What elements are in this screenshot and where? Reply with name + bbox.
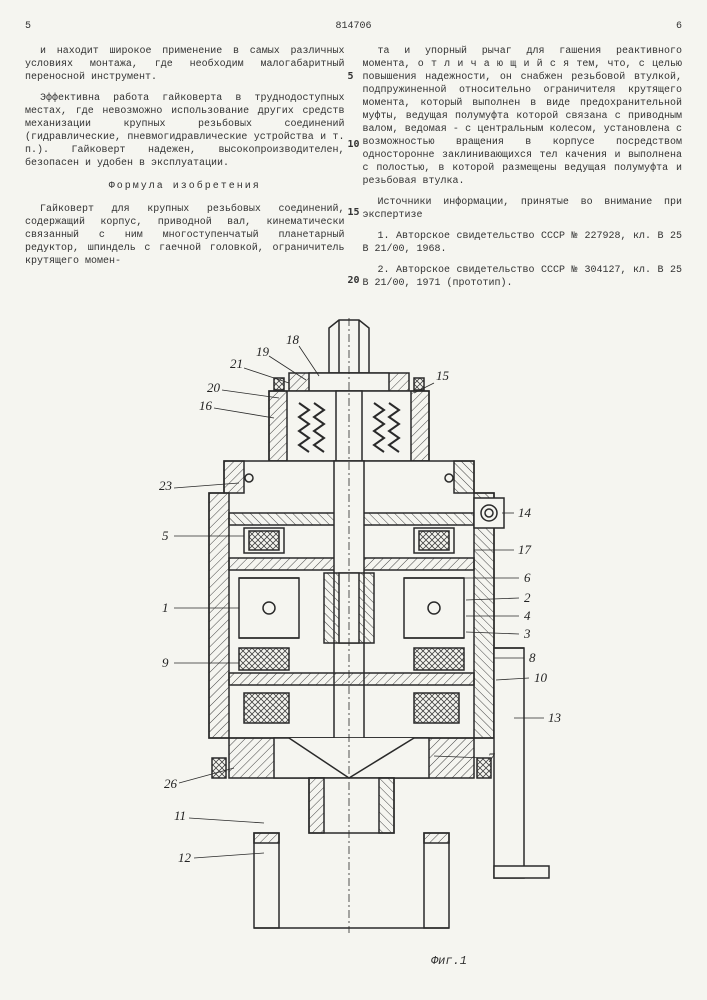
- svg-text:5: 5: [162, 528, 169, 543]
- page-num-right: 6: [676, 20, 682, 33]
- figure-caption: Фиг.1: [431, 954, 467, 970]
- header-row: 5 814706 6: [25, 20, 682, 33]
- figure-area: 23 5 1 9 26 11 12 16 20 21 19 18 15 14 1…: [25, 318, 682, 938]
- paragraph: Эффективна работа гайковерта в труднодос…: [25, 92, 345, 170]
- line-num: 5: [347, 70, 359, 83]
- svg-text:16: 16: [199, 398, 213, 413]
- svg-text:18: 18: [286, 332, 300, 347]
- paragraph: Гайковерт для крупных резьбовых соединен…: [25, 203, 345, 268]
- svg-text:13: 13: [548, 710, 562, 725]
- svg-text:15: 15: [436, 368, 450, 383]
- svg-text:21: 21: [230, 356, 243, 371]
- svg-text:19: 19: [256, 344, 270, 359]
- svg-text:8: 8: [529, 650, 536, 665]
- line-numbers: 5 10 15 20: [347, 70, 359, 342]
- sources-title: Источники информации, принятые во вниман…: [363, 196, 683, 222]
- svg-text:3: 3: [523, 626, 531, 641]
- source-ref: 2. Авторское свидетельство СССР № 304127…: [363, 264, 683, 290]
- formula-title: Формула изобретения: [25, 180, 345, 193]
- doc-number: 814706: [335, 20, 371, 33]
- svg-text:6: 6: [524, 570, 531, 585]
- paragraph: и находит широкое применение в самых раз…: [25, 45, 345, 84]
- svg-text:7: 7: [488, 750, 495, 765]
- svg-text:14: 14: [518, 505, 532, 520]
- svg-text:20: 20: [207, 380, 221, 395]
- svg-text:4: 4: [524, 608, 531, 623]
- line-num: 20: [347, 274, 359, 287]
- svg-text:1: 1: [162, 600, 169, 615]
- right-column: та и упорный рычаг для гашения реактивно…: [363, 45, 683, 298]
- figure-diagram: 23 5 1 9 26 11 12 16 20 21 19 18 15 14 1…: [114, 318, 594, 938]
- svg-text:11: 11: [174, 808, 186, 823]
- left-column: и находит широкое применение в самых раз…: [25, 45, 345, 298]
- paragraph: та и упорный рычаг для гашения реактивно…: [363, 45, 683, 188]
- svg-text:2: 2: [524, 590, 531, 605]
- svg-text:9: 9: [162, 655, 169, 670]
- svg-text:12: 12: [178, 850, 192, 865]
- svg-text:10: 10: [534, 670, 548, 685]
- line-num: 10: [347, 138, 359, 151]
- line-num: 15: [347, 206, 359, 219]
- svg-text:23: 23: [159, 478, 173, 493]
- svg-text:17: 17: [518, 542, 532, 557]
- page-num-left: 5: [25, 20, 31, 33]
- source-ref: 1. Авторское свидетельство СССР № 227928…: [363, 230, 683, 256]
- svg-text:26: 26: [164, 776, 178, 791]
